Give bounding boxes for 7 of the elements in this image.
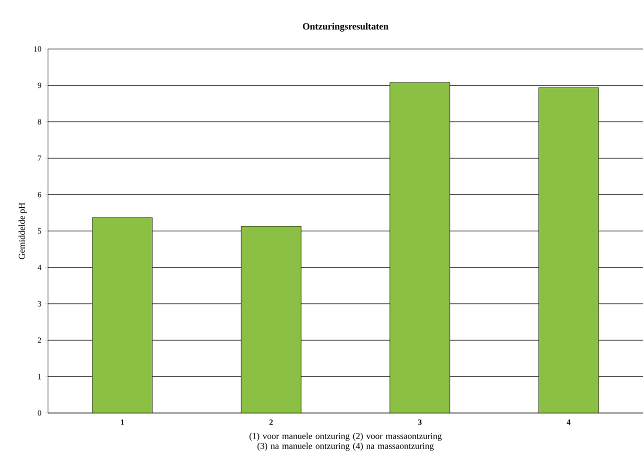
bar	[538, 87, 599, 413]
bar	[390, 82, 450, 413]
bar	[240, 226, 302, 413]
y-axis-title: Gemiddelde pH	[18, 202, 27, 260]
bar	[92, 217, 153, 413]
chart-title: Ontzuringsresultaten	[302, 22, 388, 32]
x-axis-title: (1) voor manuele ontzuring (2) voor massaontzuring (3) na manuele ontzuring (4) na massaontzuring	[250, 432, 442, 451]
